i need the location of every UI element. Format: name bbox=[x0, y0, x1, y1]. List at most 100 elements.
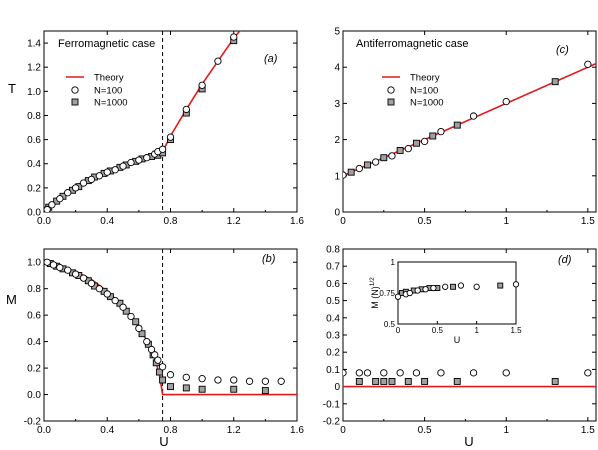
inset-x-tick-label: 1.5 bbox=[510, 326, 522, 335]
inset-n100-marker bbox=[457, 282, 465, 289]
n100-marker bbox=[119, 162, 127, 170]
x-tick-label: 0.5 bbox=[418, 216, 432, 227]
panel-b: 0.0 0.4 0.8 1.2 1.6-0.20.00.20.40.60.81.0 (b) bbox=[24, 248, 304, 436]
y-axis-label-m: M bbox=[6, 292, 17, 307]
n100-marker bbox=[127, 158, 135, 167]
x-tick-label: 1.2 bbox=[227, 216, 241, 227]
panel-d: 0 0.5 1 1.5-0.2-0.100.10.20.30.40.50.60.70.… bbox=[323, 245, 597, 436]
y-tick-label: 0.4 bbox=[27, 337, 41, 348]
n1000-marker bbox=[453, 121, 461, 129]
n100-marker bbox=[48, 201, 56, 209]
y-tick-label: 0.6 bbox=[326, 279, 340, 290]
n100-marker bbox=[230, 33, 238, 41]
x-tick-label: 1 bbox=[503, 425, 509, 436]
n1000-marker bbox=[421, 377, 429, 385]
n100-marker bbox=[135, 156, 143, 164]
y-tick-label: -0.1 bbox=[323, 399, 341, 410]
plot-frame bbox=[342, 30, 597, 213]
n100-marker bbox=[214, 57, 222, 65]
n100-marker bbox=[437, 127, 445, 136]
y-tick-label: 1.0 bbox=[27, 258, 41, 269]
n100-marker bbox=[469, 369, 478, 377]
inset-n1000-marker bbox=[450, 283, 457, 290]
inset-n100-marker bbox=[406, 289, 413, 297]
n1000-marker bbox=[429, 132, 437, 140]
n100-marker bbox=[143, 337, 151, 346]
x-tick-label: 0.4 bbox=[100, 216, 114, 227]
n100-marker bbox=[404, 144, 412, 153]
n100-marker bbox=[111, 296, 119, 305]
inset-y-tick-label: 0.5 bbox=[384, 320, 396, 329]
y-tick-label: 0.0 bbox=[27, 390, 41, 401]
y-tick-label: 0.8 bbox=[326, 245, 340, 256]
n100-marker bbox=[71, 184, 80, 192]
x-axis-label-right: U bbox=[464, 434, 473, 449]
n100-marker bbox=[343, 171, 347, 179]
inset-y-label-sup: 1/2 bbox=[369, 277, 376, 286]
y-tick-label: 0.0 bbox=[27, 208, 41, 219]
panel-title: Antiferromagnetic case bbox=[356, 38, 469, 50]
n100-marker bbox=[437, 369, 445, 377]
n1000-marker bbox=[132, 318, 140, 326]
n100-marker bbox=[56, 263, 64, 272]
n100-marker bbox=[230, 376, 238, 384]
panel-a: 0.0 0.4 0.8 1.2 1.6 0.0 0.2 0.4 0.6 0.8 1.0 1.2 1.4 F… bbox=[27, 30, 304, 227]
n100-marker bbox=[64, 189, 72, 197]
panel-tag: (b) bbox=[262, 253, 276, 265]
y-tick-label: 4 bbox=[334, 63, 340, 74]
panel-title: Ferromagnetic case bbox=[58, 38, 155, 50]
inset-y-tick-label: 0.75 bbox=[379, 289, 395, 298]
x-tick-label: 0.0 bbox=[37, 425, 51, 436]
n100-marker bbox=[277, 377, 285, 385]
n100-marker bbox=[95, 285, 103, 293]
panel-tag: (a) bbox=[264, 53, 278, 65]
y-tick-label: 0.7 bbox=[326, 262, 340, 273]
inset-n100-marker bbox=[430, 284, 437, 292]
n1000-marker bbox=[364, 161, 371, 169]
n1000-marker bbox=[551, 78, 559, 86]
n100-marker bbox=[166, 133, 175, 141]
plot-area bbox=[44, 31, 241, 212]
n100-marker bbox=[154, 356, 162, 364]
x-tick-label: 1.5 bbox=[581, 425, 595, 436]
y-tick-label: -0.2 bbox=[24, 417, 42, 428]
y-tick-label: 0.2 bbox=[326, 348, 340, 359]
n1000-marker bbox=[404, 377, 412, 385]
x-tick-label: 1.6 bbox=[290, 425, 304, 436]
n1000-marker bbox=[380, 154, 388, 162]
n100-marker bbox=[182, 373, 190, 381]
inset-y-label: M (N)1/2 bbox=[369, 277, 380, 309]
inset-x-label: U bbox=[454, 335, 461, 345]
inset-x-tick-label: 0 bbox=[396, 326, 401, 335]
n100-marker bbox=[71, 270, 80, 278]
n100-marker bbox=[135, 324, 143, 333]
inset-n100-marker bbox=[394, 293, 402, 300]
n1000-marker bbox=[372, 377, 380, 385]
x-axis-label-left: U bbox=[159, 434, 168, 449]
y-tick-label: 1.0 bbox=[27, 87, 41, 98]
y-tick-label: 0 bbox=[334, 382, 340, 393]
n100-marker bbox=[355, 369, 363, 377]
x-tick-label: 1.6 bbox=[290, 216, 304, 227]
n100-marker bbox=[158, 363, 167, 371]
plot-area bbox=[44, 258, 297, 396]
x-tick-label: 0.4 bbox=[100, 425, 114, 436]
y-tick-label: 0.1 bbox=[326, 365, 340, 376]
n100-marker bbox=[111, 166, 119, 174]
n100-marker bbox=[151, 351, 159, 359]
n1000-marker bbox=[551, 377, 559, 385]
n100-marker bbox=[198, 81, 206, 89]
n100-marker bbox=[214, 376, 222, 384]
n100-marker bbox=[147, 345, 156, 354]
n100-marker bbox=[44, 205, 51, 212]
inset-n100-marker bbox=[442, 283, 449, 290]
legend-theory-label: Theory bbox=[94, 73, 124, 84]
legend-n100-swatch bbox=[387, 86, 395, 94]
panel-c: 0 0.5 1 1.5 0 1 2 3 4 5 Antiferromagnetic case (c) T… bbox=[334, 27, 597, 227]
n100-marker bbox=[396, 369, 404, 377]
n100-marker bbox=[87, 175, 96, 184]
